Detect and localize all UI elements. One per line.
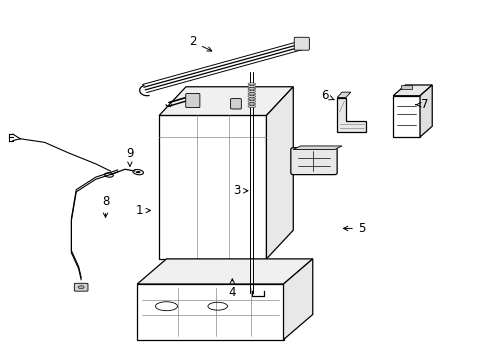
Polygon shape [283, 259, 312, 339]
FancyBboxPatch shape [230, 99, 241, 109]
Text: 1: 1 [136, 204, 150, 217]
Text: 7: 7 [415, 98, 428, 111]
Ellipse shape [247, 100, 255, 103]
Polygon shape [336, 98, 366, 132]
Text: 4: 4 [228, 279, 236, 300]
Text: 2: 2 [189, 35, 211, 51]
Polygon shape [293, 146, 341, 149]
Ellipse shape [247, 105, 255, 108]
FancyBboxPatch shape [294, 37, 309, 50]
Polygon shape [401, 85, 411, 89]
Ellipse shape [247, 85, 255, 87]
FancyBboxPatch shape [185, 94, 200, 108]
Polygon shape [159, 87, 293, 116]
Polygon shape [137, 259, 312, 284]
Polygon shape [137, 284, 283, 339]
Polygon shape [392, 85, 431, 96]
Ellipse shape [247, 88, 255, 90]
Ellipse shape [247, 83, 255, 85]
Ellipse shape [247, 90, 255, 93]
Ellipse shape [136, 171, 141, 173]
Polygon shape [336, 92, 350, 98]
Text: 6: 6 [321, 89, 333, 102]
Ellipse shape [247, 95, 255, 98]
Polygon shape [266, 87, 293, 259]
Polygon shape [392, 96, 419, 137]
FancyBboxPatch shape [290, 148, 336, 175]
Ellipse shape [247, 98, 255, 100]
Polygon shape [159, 116, 266, 259]
Ellipse shape [247, 93, 255, 95]
Ellipse shape [247, 103, 255, 105]
Text: 8: 8 [102, 195, 109, 217]
Text: 9: 9 [126, 147, 133, 166]
Text: 5: 5 [343, 222, 365, 235]
Text: 3: 3 [233, 184, 247, 197]
Ellipse shape [78, 286, 84, 289]
FancyBboxPatch shape [74, 283, 88, 291]
Polygon shape [419, 85, 431, 137]
